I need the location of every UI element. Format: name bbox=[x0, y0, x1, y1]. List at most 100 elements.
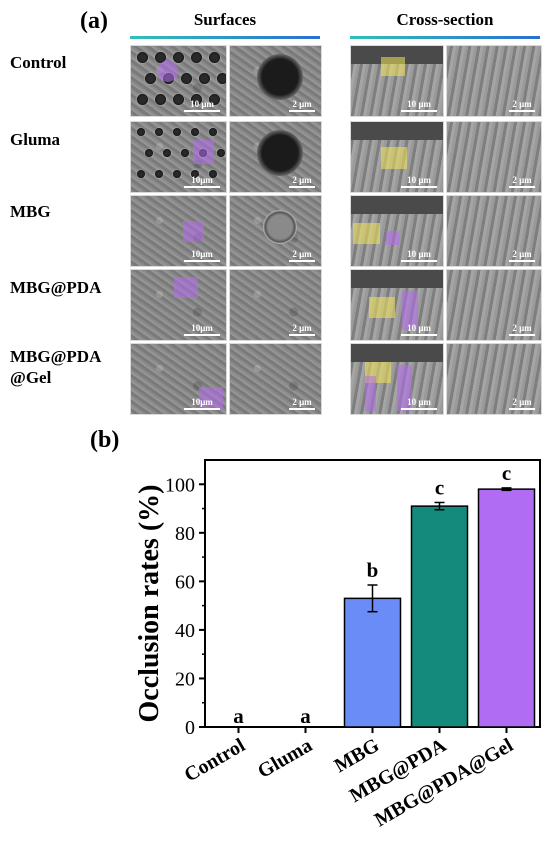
scale-bar-label: 2 μm bbox=[292, 99, 312, 109]
bar bbox=[343, 597, 402, 728]
purple-highlight bbox=[385, 231, 399, 245]
x-tick-label: Gluma bbox=[254, 734, 316, 783]
scale-bar-label: 10 μm bbox=[407, 175, 431, 185]
scale-bar-label: 2 μm bbox=[292, 249, 312, 259]
sem-image-r3-c1: 2 μm bbox=[229, 269, 322, 341]
yellow-highlight bbox=[381, 146, 408, 169]
scale-bar: 10 μm bbox=[401, 99, 437, 112]
purple-highlight bbox=[199, 387, 224, 410]
row-label-0: Control bbox=[10, 53, 67, 72]
scale-bar: 10 μm bbox=[401, 397, 437, 410]
sem-image-r0-c2: 10 μm bbox=[350, 45, 444, 117]
scale-bar: 2 μm bbox=[509, 397, 535, 410]
purple-highlight bbox=[183, 220, 205, 242]
scale-bar: 2 μm bbox=[289, 249, 315, 262]
x-tick-label: MBG bbox=[331, 734, 384, 777]
yellow-highlight bbox=[369, 296, 396, 318]
scale-bar: 2 μm bbox=[509, 249, 535, 262]
sem-image-r1-c2: 10 μm bbox=[350, 121, 444, 193]
row-label-4: MBG@PDA @Gel bbox=[10, 347, 102, 387]
yellow-highlight bbox=[352, 222, 381, 244]
purple-highlight bbox=[192, 139, 214, 164]
sem-image-r2-c3: 2 μm bbox=[446, 195, 542, 267]
sem-image-r2-c1: 2 μm bbox=[229, 195, 322, 267]
scale-bar: 10 μm bbox=[401, 175, 437, 188]
y-tick-label: 20 bbox=[175, 668, 195, 690]
sem-image-r1-c1: 2 μm bbox=[229, 121, 322, 193]
y-tick-label: 40 bbox=[175, 620, 195, 642]
scale-bar-label: 10μm bbox=[191, 249, 213, 259]
scale-bar-label: 10 μm bbox=[407, 323, 431, 333]
scale-bar-label: 2 μm bbox=[512, 323, 532, 333]
scale-bar: 10μm bbox=[184, 249, 220, 262]
panel-b-label: (b) bbox=[90, 427, 120, 453]
scale-bar: 10 μm bbox=[184, 99, 220, 112]
scale-bar-label: 10 μm bbox=[407, 249, 431, 259]
y-tick-label: 0 bbox=[185, 717, 195, 739]
scale-bar-label: 2 μm bbox=[512, 175, 532, 185]
plot-frame bbox=[204, 459, 541, 728]
surfaces-header: Surfaces bbox=[193, 10, 257, 29]
scale-bar-label: 10μm bbox=[191, 323, 213, 333]
sem-image-r0-c0: 10 μm bbox=[130, 45, 227, 117]
sem-image-r1-c0: 10μm bbox=[130, 121, 227, 193]
significance-letter: a bbox=[233, 704, 244, 728]
scale-bar: 2 μm bbox=[289, 397, 315, 410]
sem-image-r4-c0: 10μm bbox=[130, 343, 227, 415]
surfaces-underline bbox=[130, 36, 320, 39]
scale-bar: 2 μm bbox=[289, 323, 315, 336]
scale-bar-label: 2 μm bbox=[292, 323, 312, 333]
sem-image-r3-c3: 2 μm bbox=[446, 269, 542, 341]
scale-bar-label: 10 μm bbox=[407, 397, 431, 407]
sem-image-r4-c1: 2 μm bbox=[229, 343, 322, 415]
scale-bar-label: 2 μm bbox=[292, 397, 312, 407]
sem-image-r4-c2: 10 μm bbox=[350, 343, 444, 415]
sem-image-r1-c3: 2 μm bbox=[446, 121, 542, 193]
purple-highlight bbox=[173, 277, 198, 298]
scale-bar: 2 μm bbox=[509, 175, 535, 188]
scale-bar: 10μm bbox=[184, 175, 220, 188]
scale-bar: 2 μm bbox=[509, 99, 535, 112]
scale-bar: 10μm bbox=[184, 397, 220, 410]
scale-bar-label: 2 μm bbox=[512, 397, 532, 407]
scale-bar: 10 μm bbox=[401, 249, 437, 262]
significance-letter: c bbox=[435, 475, 444, 499]
cross-section-underline bbox=[350, 36, 540, 39]
sem-image-r0-c3: 2 μm bbox=[446, 45, 542, 117]
y-axis-label: Occlusion rates (%) bbox=[134, 485, 165, 723]
purple-highlight bbox=[397, 365, 412, 411]
row-label-1: Gluma bbox=[10, 130, 61, 149]
scale-bar: 2 μm bbox=[289, 175, 315, 188]
cross-section-header: Cross-section bbox=[396, 10, 494, 29]
row-label-2: MBG bbox=[10, 202, 51, 221]
sem-image-r3-c0: 10μm bbox=[130, 269, 227, 341]
x-tick-label: Control bbox=[181, 734, 250, 786]
scale-bar-label: 2 μm bbox=[512, 249, 532, 259]
scale-bar: 10μm bbox=[184, 323, 220, 336]
significance-letter: c bbox=[502, 461, 511, 485]
purple-highlight bbox=[364, 375, 376, 411]
significance-letter: a bbox=[300, 704, 311, 728]
y-tick-label: 80 bbox=[175, 523, 195, 545]
sem-image-r2-c2: 10 μm bbox=[350, 195, 444, 267]
scale-bar: 2 μm bbox=[289, 99, 315, 112]
scale-bar-label: 2 μm bbox=[512, 99, 532, 109]
purple-highlight bbox=[157, 60, 179, 83]
x-tick-label: MBG@PDA bbox=[346, 734, 451, 807]
sem-image-r0-c1: 2 μm bbox=[229, 45, 322, 117]
scale-bar-label: 10 μm bbox=[407, 99, 431, 109]
significance-letter: b bbox=[367, 558, 379, 582]
purple-highlight bbox=[401, 291, 419, 330]
sem-image-r2-c0: 10μm bbox=[130, 195, 227, 267]
row-label-3: MBG@PDA bbox=[10, 278, 102, 297]
y-tick-label: 60 bbox=[175, 571, 195, 593]
bar bbox=[410, 505, 469, 728]
x-tick-label: MBG@PDA@Gel bbox=[371, 734, 518, 831]
scale-bar-label: 2 μm bbox=[292, 175, 312, 185]
sem-image-r4-c3: 2 μm bbox=[446, 343, 542, 415]
yellow-highlight bbox=[381, 56, 406, 77]
y-tick-label: 100 bbox=[165, 474, 195, 496]
bar bbox=[477, 488, 536, 728]
scale-bar-label: 10μm bbox=[191, 175, 213, 185]
sem-image-r3-c2: 10 μm bbox=[350, 269, 444, 341]
